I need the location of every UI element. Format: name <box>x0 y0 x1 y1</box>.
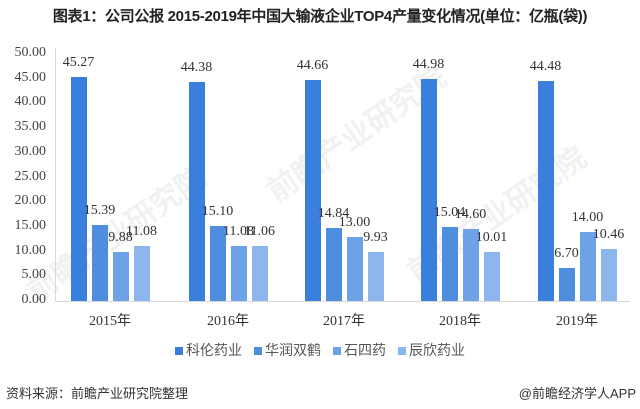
bar <box>367 251 384 301</box>
y-tick-label: 35.00 <box>14 119 47 135</box>
x-tick-label: 2019年 <box>556 314 598 329</box>
legend-item: 科伦药业 <box>175 340 242 360</box>
legend-swatch-icon <box>175 347 183 356</box>
value-label: 45.27 <box>62 55 95 71</box>
credit-note: @前瞻经济学人APP <box>518 386 636 401</box>
value-label: 14.84 <box>317 205 350 221</box>
bar <box>209 226 226 301</box>
y-tick-label: 10.00 <box>14 242 47 258</box>
bar <box>483 251 500 301</box>
y-tick-label: 5.00 <box>21 267 47 283</box>
legend-label: 石四药 <box>344 342 386 358</box>
legend-swatch-icon <box>398 347 406 356</box>
bar <box>420 78 437 301</box>
value-label: 15.04 <box>433 204 466 220</box>
bar <box>230 246 247 301</box>
legend-item: 华润双鹤 <box>254 340 321 360</box>
legend-item: 辰欣药业 <box>398 340 465 360</box>
value-label: 13.00 <box>338 214 371 230</box>
y-tick-label: 30.00 <box>14 143 47 159</box>
y-tick-label: 25.00 <box>14 168 47 184</box>
value-label: 9.93 <box>363 229 388 245</box>
bar <box>304 80 321 301</box>
value-label: 14.60 <box>454 206 487 222</box>
chart-title: 图表1：公司公报 2015-2019年中国大输液企业TOP4产量变化情况(单位：… <box>52 8 588 25</box>
bar <box>133 246 150 301</box>
bar <box>346 236 363 301</box>
bar <box>537 81 554 301</box>
bar <box>188 81 205 301</box>
x-tick-label: 2017年 <box>323 314 365 329</box>
value-label: 11.08 <box>223 224 254 240</box>
value-label: 44.38 <box>180 59 213 75</box>
value-label: 9.88 <box>108 230 133 246</box>
bar <box>600 249 617 301</box>
y-tick-label: 40.00 <box>14 94 47 110</box>
legend-label: 科伦药业 <box>186 342 242 358</box>
value-label: 44.98 <box>412 56 445 72</box>
value-label: 10.46 <box>592 227 625 243</box>
x-tick-label: 2018年 <box>439 314 481 329</box>
y-tick-label: 45.00 <box>14 69 47 85</box>
bar <box>325 227 342 301</box>
legend-label: 华润双鹤 <box>265 342 321 358</box>
bar <box>558 267 575 301</box>
value-label: 6.70 <box>554 245 579 261</box>
legend-swatch-icon <box>254 347 262 356</box>
bar <box>462 228 479 301</box>
bar <box>579 231 596 301</box>
bar <box>251 246 268 301</box>
value-label: 11.06 <box>244 224 275 240</box>
x-axis-line <box>55 301 630 302</box>
value-label: 10.01 <box>475 229 508 245</box>
value-label: 44.66 <box>296 58 329 74</box>
bar <box>91 224 108 301</box>
value-label: 44.48 <box>529 59 562 75</box>
legend-item: 石四药 <box>333 340 386 360</box>
bar <box>441 226 458 301</box>
x-tick-label: 2015年 <box>89 314 131 329</box>
y-tick-label: 0.00 <box>21 292 47 307</box>
legend-swatch-icon <box>333 347 341 356</box>
y-tick-label: 20.00 <box>14 193 47 209</box>
y-tick-label: 50.00 <box>14 45 47 60</box>
y-axis-line <box>55 48 56 301</box>
value-label: 15.10 <box>201 204 234 220</box>
bar <box>112 252 129 301</box>
bar <box>70 77 87 301</box>
legend: 科伦药业 华润双鹤 石四药 辰欣药业 <box>0 340 640 360</box>
value-label: 14.00 <box>571 209 604 225</box>
y-tick-label: 15.00 <box>14 217 47 233</box>
value-label: 11.08 <box>126 224 157 240</box>
value-label: 15.39 <box>83 202 116 218</box>
legend-label: 辰欣药业 <box>409 342 465 358</box>
source-note: 资料来源：前瞻产业研究院整理 <box>6 386 189 401</box>
x-tick-label: 2016年 <box>207 314 249 329</box>
